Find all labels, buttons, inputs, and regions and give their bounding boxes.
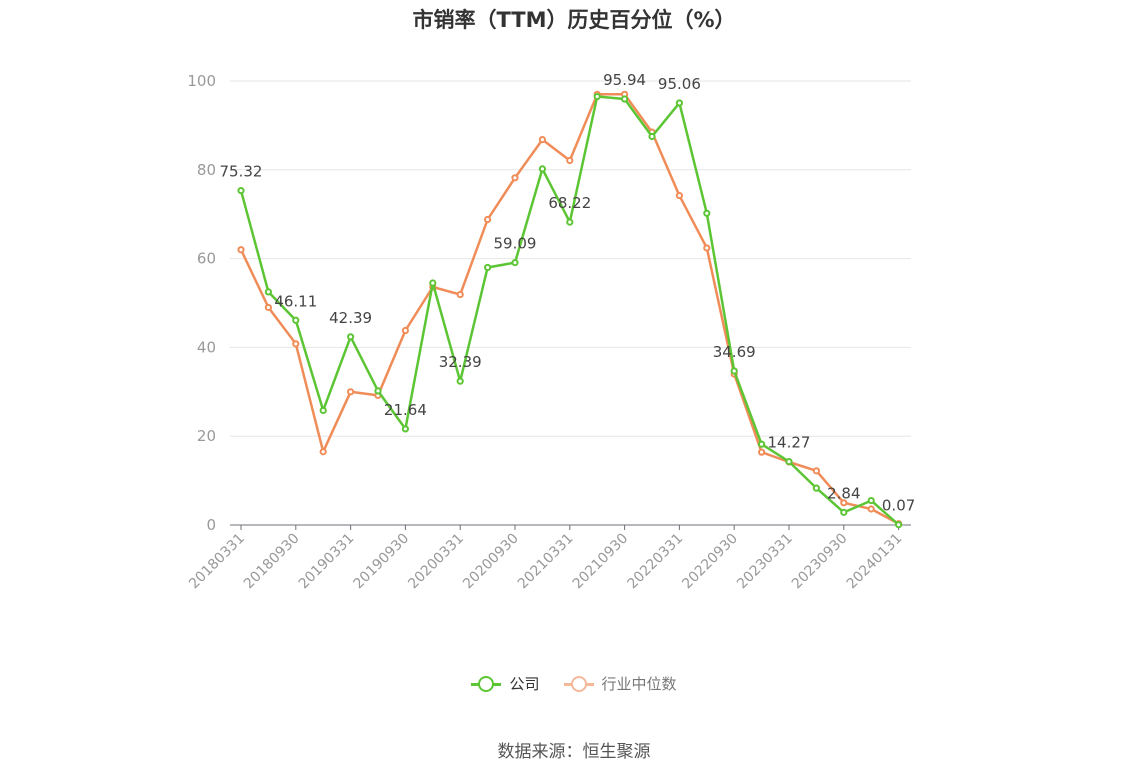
point-company: [840, 508, 848, 516]
data-label-company: 21.64: [384, 401, 427, 419]
point-industry-median: [511, 174, 519, 182]
point-company: [785, 458, 793, 466]
point-industry-median: [867, 505, 875, 513]
point-company: [566, 218, 574, 226]
point-industry-median: [456, 290, 464, 299]
data-label-company: 42.39: [329, 309, 372, 327]
legend-item-industry-median[interactable]: 行业中位数: [563, 673, 677, 694]
point-company: [484, 263, 492, 272]
point-industry-median: [538, 136, 547, 144]
line-chart: 0 20 40 60 80 100 2018033120180930201903312019…: [186, 71, 916, 592]
x-tick-label: 20190930: [351, 531, 413, 593]
data-label-company: 68.22: [548, 194, 591, 212]
legend-item-company[interactable]: 公司: [471, 673, 540, 694]
point-industry-median: [840, 499, 848, 507]
x-tick-label: 20180331: [186, 531, 248, 593]
y-tick-label: 80: [197, 161, 216, 179]
point-company: [593, 92, 601, 101]
point-industry-median: [264, 303, 272, 312]
data-label-layer: 75.32 46.11 42.39 21.64 32.39 59.09 68.22 95.94…: [220, 71, 916, 515]
chart-title: 市销率（TTM）历史百分位（%）: [412, 8, 736, 32]
point-company: [429, 279, 437, 287]
point-company: [374, 387, 382, 395]
point-company: [292, 316, 300, 324]
point-company: [648, 132, 656, 141]
axis-layer: 0 20 40 60 80 100 2018033120180930201903312019…: [186, 72, 911, 592]
point-industry-median: [675, 191, 684, 200]
data-label-company: 59.09: [494, 235, 537, 253]
data-label-company: 95.06: [658, 75, 701, 93]
x-tick-label: 20200930: [460, 531, 522, 593]
data-label-company: 0.07: [882, 497, 915, 515]
x-tick-label: 20220930: [679, 531, 741, 593]
point-industry-median: [401, 326, 409, 335]
x-tick-label: 20220331: [625, 531, 687, 593]
data-label-company: 46.11: [274, 292, 317, 310]
point-industry-median: [319, 448, 327, 456]
data-label-company: 32.39: [439, 353, 482, 371]
legend-ring: [570, 675, 587, 692]
point-company: [730, 367, 738, 375]
x-tick-label: 20210331: [515, 531, 577, 593]
legend-marker-company-icon: [471, 675, 502, 692]
legend-label-industry-median: 行业中位数: [601, 675, 677, 693]
point-industry-median: [566, 156, 574, 165]
point-industry-median: [347, 388, 355, 396]
x-tick-label: 20200331: [405, 531, 467, 593]
data-label-company: 34.69: [713, 343, 756, 361]
point-industry-median: [703, 244, 711, 252]
point-company: [319, 406, 327, 415]
point-company: [758, 440, 766, 448]
data-label-company: 75.32: [220, 163, 263, 181]
point-company: [456, 377, 464, 385]
point-company: [538, 165, 547, 173]
point-company: [621, 95, 629, 103]
data-label-company: 95.94: [603, 71, 646, 89]
point-industry-median: [292, 340, 300, 348]
y-tick-label: 20: [197, 427, 216, 445]
point-industry-median: [758, 448, 766, 456]
y-tick-label: 100: [187, 72, 216, 90]
x-tick-label: 20230331: [734, 531, 796, 593]
point-company: [675, 99, 684, 107]
legend-label-company: 公司: [509, 675, 540, 693]
x-tick-label: 20240131: [844, 531, 906, 593]
point-company: [895, 521, 903, 529]
point-company: [264, 288, 272, 296]
data-label-company: 2.84: [827, 484, 860, 502]
point-company: [237, 186, 245, 195]
x-tick-label: 20230930: [789, 531, 851, 593]
point-company: [401, 425, 409, 433]
legend-marker-industry-icon: [563, 675, 594, 692]
x-tick-label: 20210930: [570, 531, 632, 593]
y-tick-label: 0: [206, 516, 216, 534]
legend: 公司 行业中位数: [0, 673, 1148, 694]
x-tick-label: 20180930: [241, 531, 303, 593]
x-tick-label: 20190331: [296, 531, 358, 593]
data-label-company: 14.27: [768, 434, 811, 452]
point-company: [812, 484, 821, 492]
source-note: 数据来源：恒生聚源: [497, 742, 651, 762]
y-tick-label: 60: [197, 250, 216, 268]
y-tick-label: 40: [197, 338, 216, 356]
point-industry-median: [237, 246, 245, 254]
grid-layer: [230, 80, 911, 437]
series-layer: [237, 90, 903, 529]
point-company: [347, 333, 355, 341]
point-company: [703, 209, 711, 217]
legend-ring: [478, 675, 495, 692]
point-industry-median: [812, 467, 821, 475]
point-company: [867, 496, 875, 505]
point-company: [511, 259, 519, 267]
point-industry-median: [484, 215, 492, 224]
